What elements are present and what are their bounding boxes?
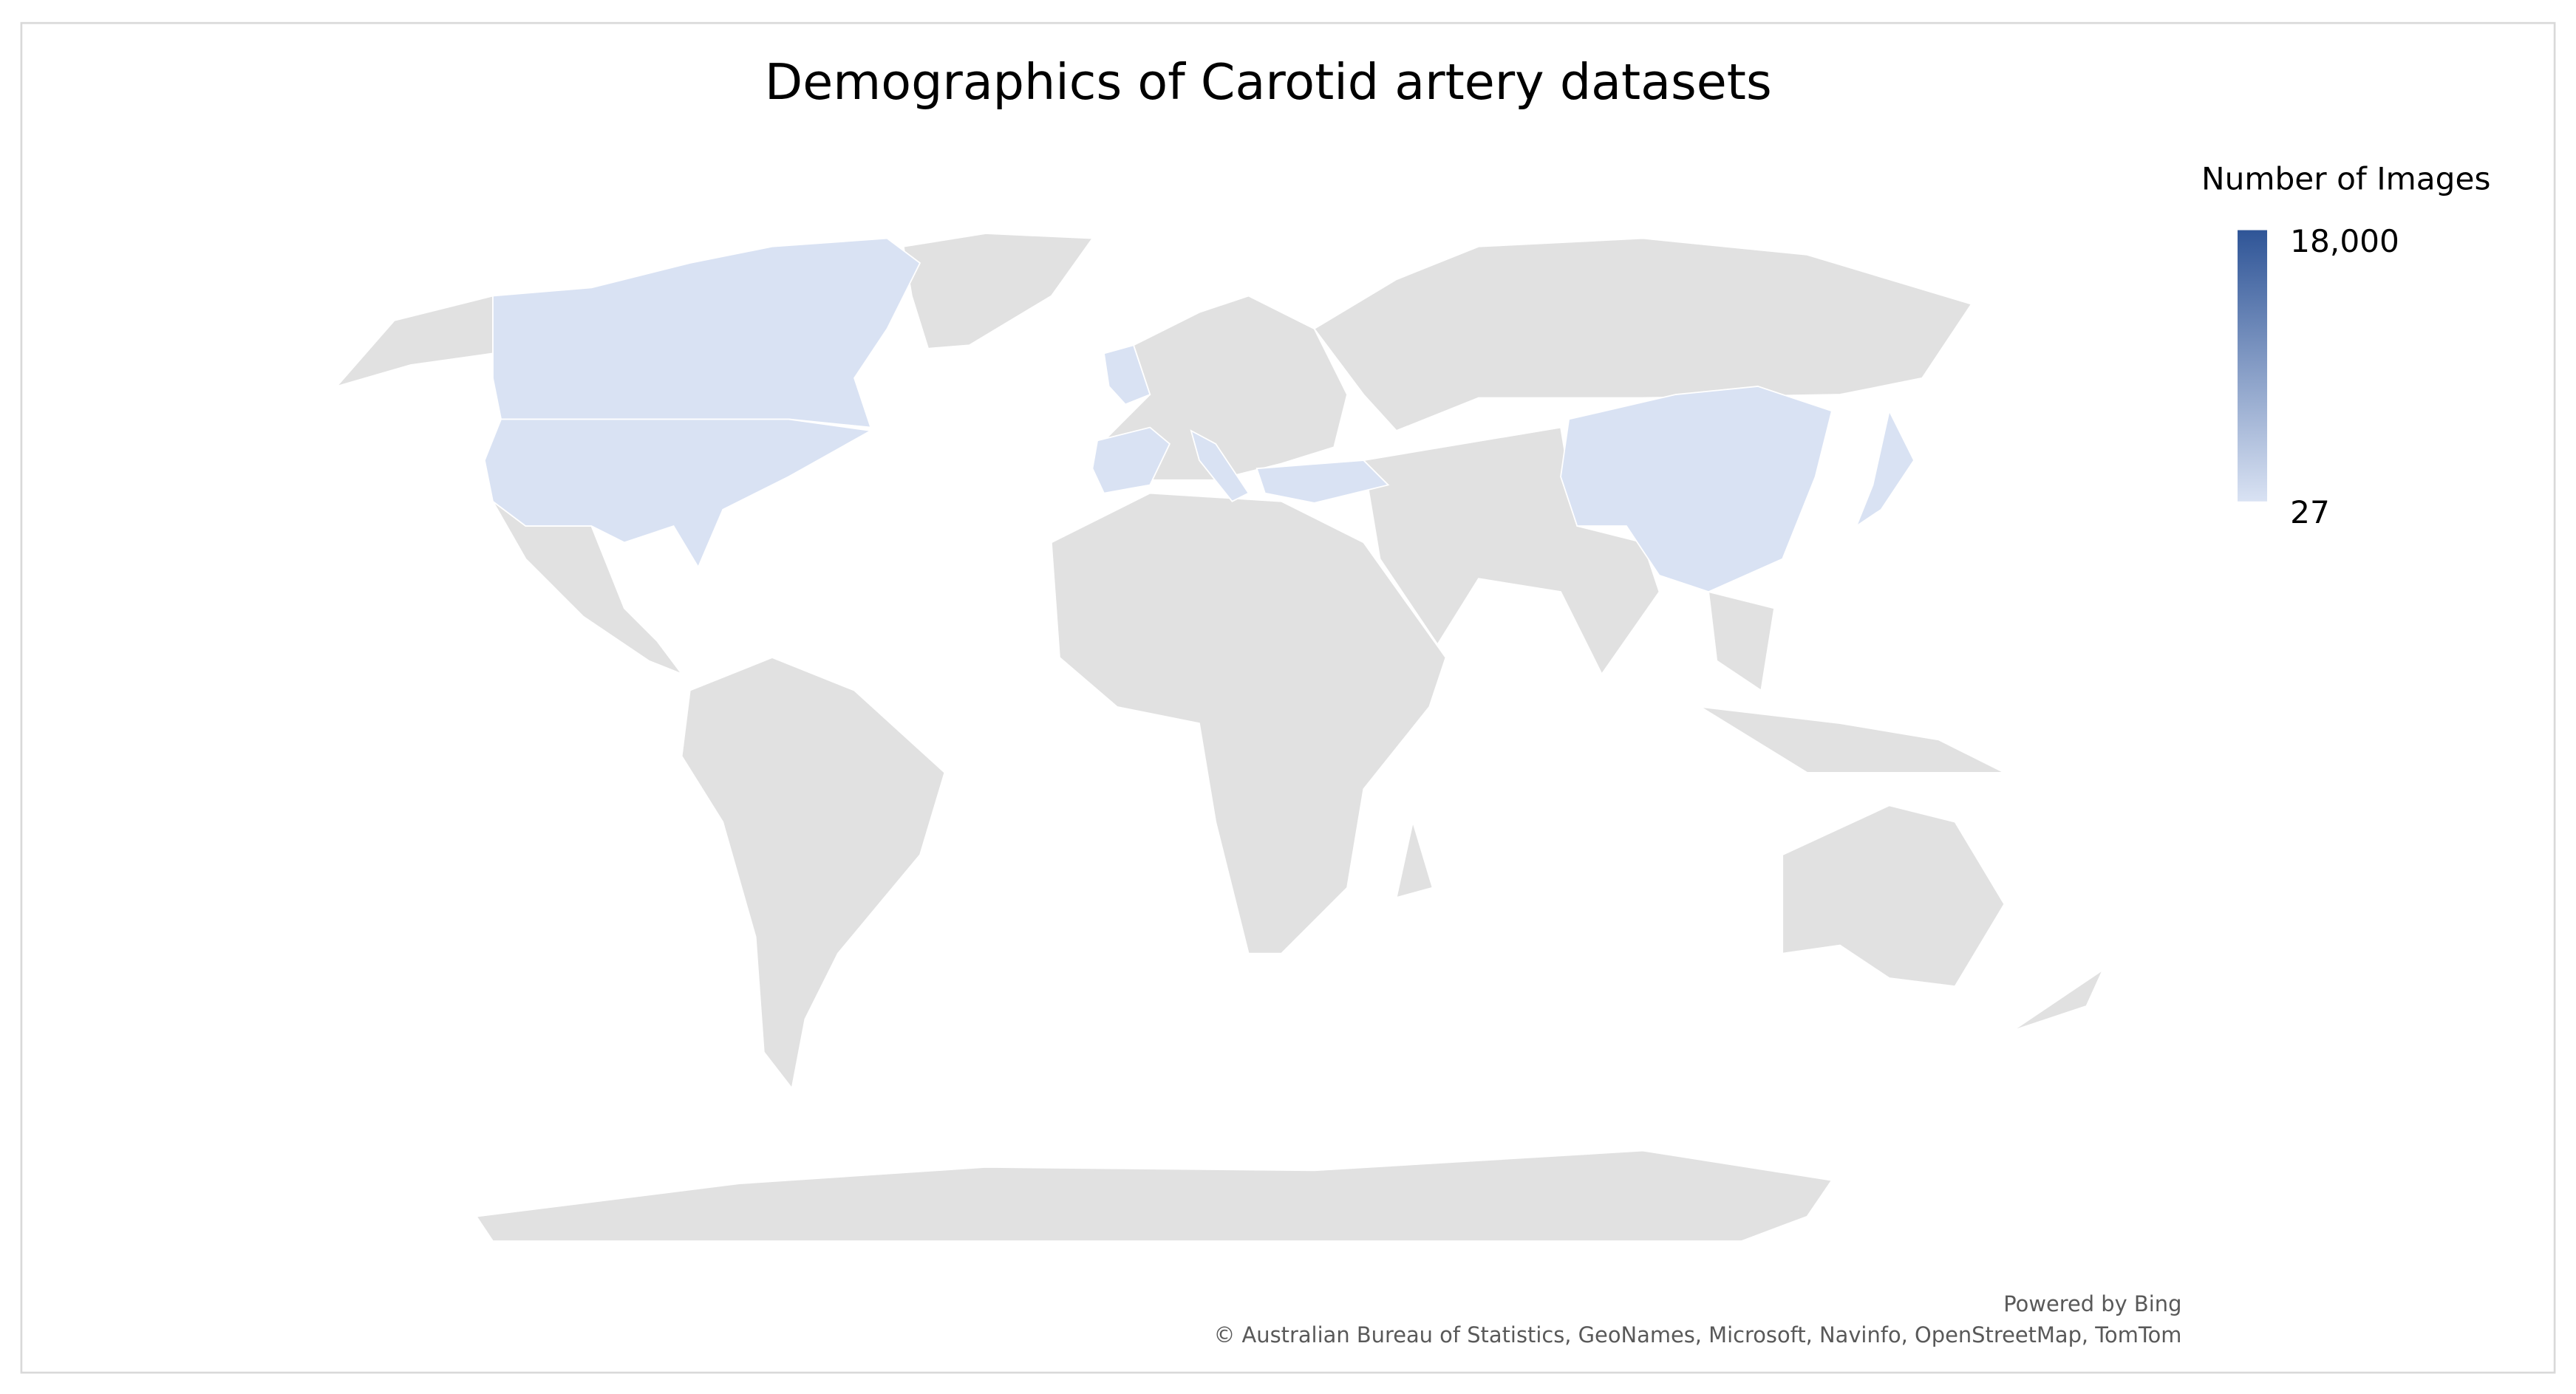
japan — [1855, 409, 1915, 528]
africa — [1050, 492, 1447, 954]
legend-title: Number of Images — [2201, 160, 2490, 197]
russia — [1313, 237, 1973, 432]
united-states — [483, 418, 873, 569]
chart-title: Demographics of Carotid artery datasets — [765, 53, 1772, 111]
antarctica — [475, 1149, 1833, 1242]
australia — [1782, 804, 2006, 988]
china — [1560, 386, 1833, 593]
attribution-bing: Powered by Bing — [2003, 1291, 2181, 1316]
united-kingdom — [1103, 344, 1151, 406]
new-zealand — [2011, 968, 2105, 1032]
colorbar-label: 27 — [2290, 494, 2330, 530]
italy — [1190, 429, 1250, 502]
south-america — [681, 657, 946, 1090]
turkey — [1255, 459, 1390, 504]
iberia — [1091, 426, 1171, 494]
madagascar — [1395, 819, 1434, 899]
world-map — [335, 233, 2105, 1242]
attribution-sources: © Australian Bureau of Statistics, GeoNa… — [1213, 1322, 2181, 1347]
indonesia — [1700, 705, 2005, 773]
greenland — [902, 233, 1094, 349]
colorbar — [2238, 230, 2268, 502]
southeast-asia — [1708, 590, 1776, 692]
colorbar-label: 18,000 — [2290, 223, 2399, 259]
